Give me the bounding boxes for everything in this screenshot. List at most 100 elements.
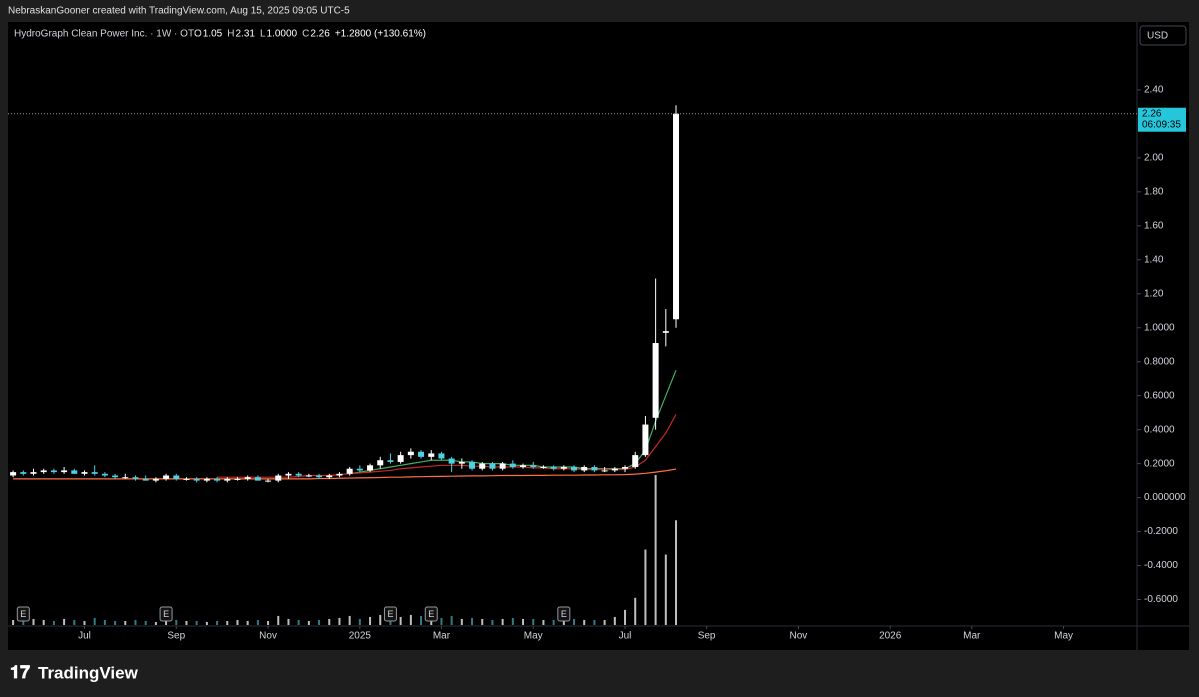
volume-bar xyxy=(328,618,331,625)
candle-body xyxy=(254,477,261,481)
symbol: HydroGraph Clean Power Inc. · 1W · OTC xyxy=(14,29,201,40)
volume-bar xyxy=(460,618,463,625)
volume-bar xyxy=(154,621,157,625)
volume-bar xyxy=(532,618,535,625)
earnings-label: E xyxy=(428,609,434,619)
x-tick-label: Sep xyxy=(167,631,185,642)
candle-body xyxy=(509,463,516,468)
candle-body xyxy=(224,478,231,481)
volume-bar xyxy=(277,615,280,625)
candle-body xyxy=(61,470,68,473)
volume-bar xyxy=(287,618,290,625)
volume-bar xyxy=(511,617,514,625)
candle-body xyxy=(448,458,455,464)
volume-bar xyxy=(603,619,606,625)
candle-body xyxy=(173,475,180,479)
x-tick-label: 2025 xyxy=(349,631,372,642)
volume-bar xyxy=(440,617,443,625)
volume-bar xyxy=(144,620,147,625)
candle-body xyxy=(112,475,119,478)
candle-body xyxy=(50,470,57,473)
volume-bar xyxy=(185,620,188,625)
volume-bar xyxy=(481,618,484,625)
candle-body xyxy=(234,478,241,480)
ohlc-value: 2.26 xyxy=(310,29,330,40)
volume-bar xyxy=(409,614,412,625)
y-tick-label: 0.4000 xyxy=(1144,424,1175,435)
volume-bar xyxy=(654,475,657,625)
volume-bar xyxy=(134,619,137,625)
y-tick-label: 1.80 xyxy=(1144,186,1164,197)
currency: USD xyxy=(1147,31,1168,42)
volume-bar xyxy=(450,615,453,625)
volume-bar xyxy=(236,619,239,625)
earnings-marker xyxy=(557,606,571,622)
candle-body xyxy=(581,467,588,471)
candle-body xyxy=(530,465,537,468)
volume-bar xyxy=(246,620,249,625)
y-tick-label: 2.40 xyxy=(1144,85,1164,96)
x-tick-label: Jul xyxy=(78,631,91,642)
candle-body xyxy=(520,465,527,468)
volume-bar xyxy=(552,619,555,625)
candle-body xyxy=(285,473,292,476)
y-tick-label: 0.2000 xyxy=(1144,458,1175,469)
ohlc-legend: O 1.05 H 2.31 L 1.0000 C 2.26 +1.2800 (+130.61%) xyxy=(194,29,426,40)
candle-body xyxy=(203,478,210,481)
x-tick-label: Mar xyxy=(433,631,451,642)
volume-bar xyxy=(471,617,474,625)
candle-body xyxy=(469,461,476,469)
volume-bar xyxy=(195,620,198,625)
volume-bar xyxy=(420,615,423,625)
volume-bar xyxy=(12,619,15,625)
currency-button[interactable] xyxy=(1139,25,1187,46)
y-tick-label: 0.6000 xyxy=(1144,390,1175,401)
y-tick-label: -0.6000 xyxy=(1144,594,1178,605)
candle-body xyxy=(20,472,27,474)
candle-body xyxy=(622,467,629,469)
candle-body xyxy=(10,472,17,476)
candle-body xyxy=(662,331,669,333)
candle-body xyxy=(632,455,639,468)
candle-body xyxy=(40,470,47,473)
x-tick-label: Nov xyxy=(790,631,808,642)
attribution: NebraskanGooner created with TradingView… xyxy=(8,6,350,17)
candle-body xyxy=(479,463,486,469)
earnings-label: E xyxy=(20,609,26,619)
chart-pane xyxy=(8,22,1189,650)
volume-bar xyxy=(348,615,351,625)
y-tick-label: 2.00 xyxy=(1144,153,1164,164)
x-tick-label: May xyxy=(524,631,543,642)
candle-body xyxy=(601,470,608,472)
volume-bar xyxy=(562,619,565,625)
volume-bar xyxy=(369,616,372,625)
volume-bar xyxy=(165,618,168,625)
candle-body xyxy=(428,453,435,457)
candle-body xyxy=(326,475,333,478)
candle-body xyxy=(499,463,506,469)
earnings-marker xyxy=(383,606,397,622)
candle-body xyxy=(91,472,98,474)
candle-body xyxy=(356,468,363,471)
candle-body xyxy=(295,473,302,476)
candle-body xyxy=(611,468,618,471)
y-tick-label: -0.2000 xyxy=(1144,526,1178,537)
candle-body xyxy=(652,343,659,418)
volume-bar xyxy=(216,620,219,625)
volume-bar xyxy=(399,616,402,625)
ohlc-key: O xyxy=(194,29,202,40)
volume-bar xyxy=(32,618,35,625)
volume-bar xyxy=(256,619,259,625)
candle-body xyxy=(550,467,557,469)
volume-bar xyxy=(379,614,382,625)
moving-average xyxy=(13,468,677,480)
volume-bar xyxy=(542,619,545,625)
volume-bar xyxy=(226,620,229,625)
volume-bar xyxy=(114,620,117,625)
ohlc-value: 2.31 xyxy=(235,29,255,40)
ohlc-key: H xyxy=(227,29,234,40)
x-tick-label: Nov xyxy=(259,631,277,642)
footer-logo: TradingView xyxy=(38,663,139,682)
earnings-marker xyxy=(16,606,30,622)
